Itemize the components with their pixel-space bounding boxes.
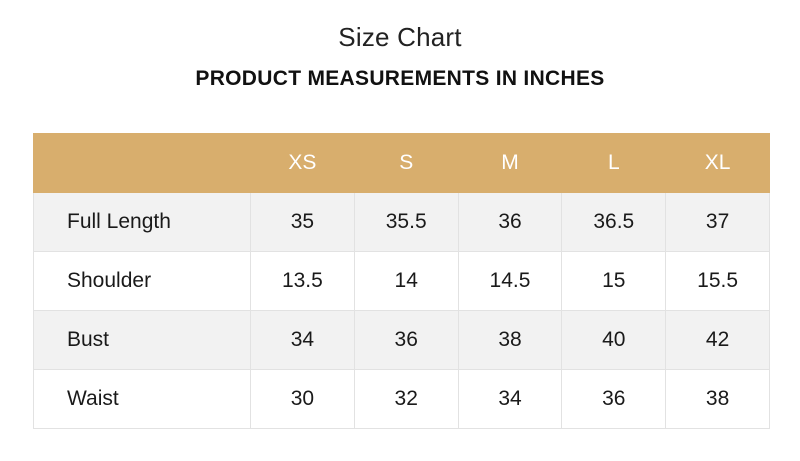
- table-cell: 36: [561, 369, 667, 429]
- table-cell: 38: [665, 369, 770, 429]
- row-label-waist: Waist: [33, 369, 251, 429]
- table-cell: 35.5: [353, 192, 459, 252]
- page-subtitle: PRODUCT MEASUREMENTS IN INCHES: [195, 67, 605, 90]
- table-cell: 37: [665, 192, 770, 252]
- table-row: Waist 30 32 34 36 38: [33, 369, 770, 429]
- table-cell: 40: [561, 310, 667, 370]
- header-size-s: S: [353, 133, 459, 193]
- table-cell: 14.5: [457, 251, 563, 311]
- table-cell: 15: [561, 251, 667, 311]
- table-cell: 32: [353, 369, 459, 429]
- table-cell: 38: [457, 310, 563, 370]
- header-size-m: M: [457, 133, 563, 193]
- table-header-row: XS S M L XL: [33, 133, 770, 193]
- table-cell: 36: [353, 310, 459, 370]
- row-label-shoulder: Shoulder: [33, 251, 251, 311]
- table-cell: 36.5: [561, 192, 667, 252]
- table-cell: 15.5: [665, 251, 770, 311]
- row-label-bust: Bust: [33, 310, 251, 370]
- header-size-xl: XL: [665, 133, 770, 193]
- table-cell: 34: [250, 310, 355, 370]
- header-size-l: L: [561, 133, 667, 193]
- table-cell: 13.5: [250, 251, 355, 311]
- row-label-full-length: Full Length: [33, 192, 251, 252]
- table-cell: 34: [457, 369, 563, 429]
- table-cell: 35: [250, 192, 355, 252]
- table-cell: 14: [353, 251, 459, 311]
- size-chart-table: XS S M L XL Full Length 35 35.5 36 36.5 …: [33, 133, 770, 429]
- page-title: Size Chart: [338, 22, 462, 52]
- header-size-xs: XS: [250, 133, 355, 193]
- table-cell: 42: [665, 310, 770, 370]
- table-row: Full Length 35 35.5 36 36.5 37: [33, 192, 770, 252]
- table-cell: 36: [457, 192, 563, 252]
- table-row: Shoulder 13.5 14 14.5 15 15.5: [33, 251, 770, 311]
- table-row: Bust 34 36 38 40 42: [33, 310, 770, 370]
- header-corner-cell: [33, 133, 251, 193]
- table-cell: 30: [250, 369, 355, 429]
